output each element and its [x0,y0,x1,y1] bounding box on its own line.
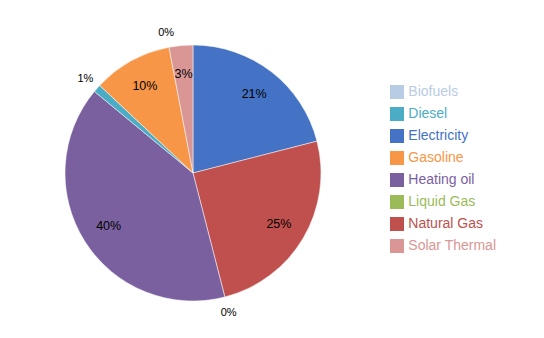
svg-text:21%: 21% [242,87,267,101]
html-text:Gasoline: Gasoline [408,149,464,165]
svg-text:1%: 1% [78,72,94,84]
svg-text:40%: 40% [96,219,121,233]
html-text:Electricity: Electricity [408,127,469,143]
html-text:Heating oil: Heating oil [408,171,475,187]
html-text:Diesel: Diesel [408,105,448,121]
svg-text:10%: 10% [132,79,157,93]
svg-text:0%: 0% [221,306,237,318]
html-text:Liquid Gas: Liquid Gas [408,193,476,209]
svg-text:3%: 3% [175,67,193,81]
html-text:Natural Gas: Natural Gas [408,215,483,231]
html-text:Solar Thermal: Solar Thermal [408,237,496,253]
svg-text:25%: 25% [266,217,291,231]
html-text:Biofuels: Biofuels [408,83,459,99]
svg-text:0%: 0% [158,26,174,38]
